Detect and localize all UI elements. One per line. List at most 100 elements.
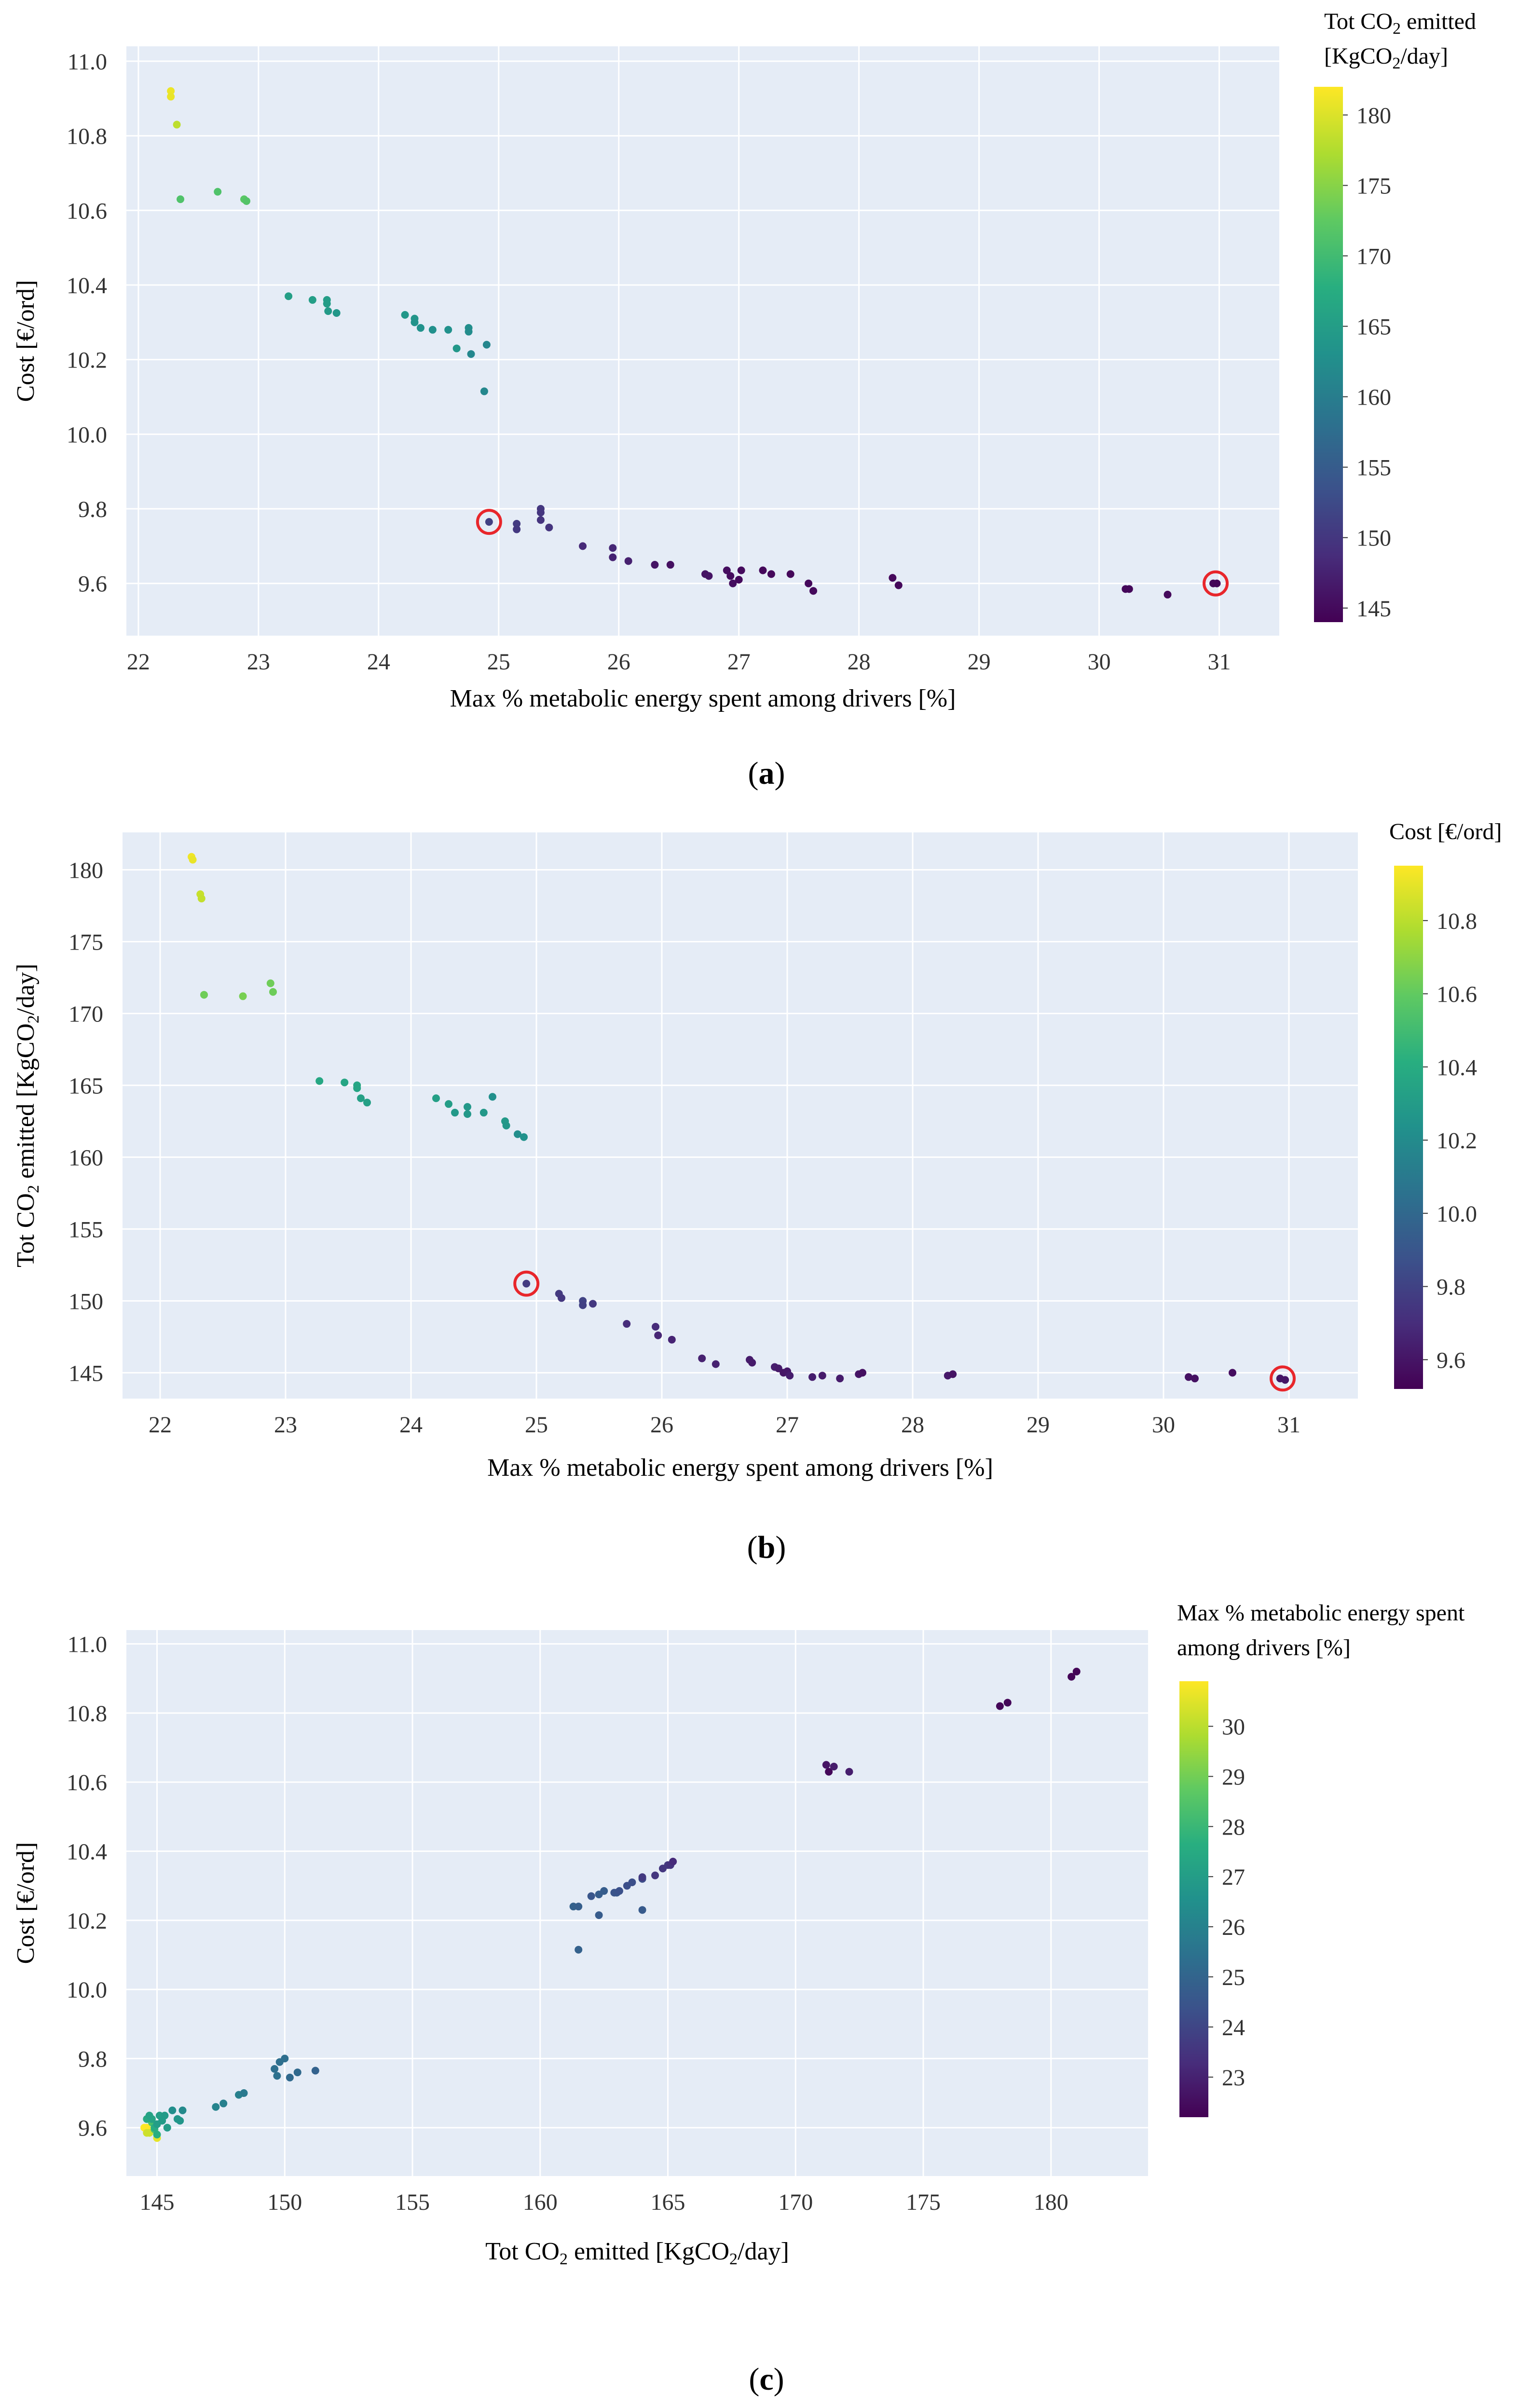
highlight-ring	[1203, 570, 1229, 597]
scatter-point	[520, 1133, 528, 1141]
scatter-point	[444, 326, 452, 334]
scatter-point	[163, 2123, 171, 2132]
colorbar-tick-label: 23	[1222, 2065, 1245, 2091]
x-tick-label: 160	[523, 2190, 558, 2215]
scatter-point	[705, 572, 713, 580]
scatter-point	[1163, 590, 1172, 599]
x-tick-label: 30	[1088, 649, 1111, 675]
scatter-point	[271, 2065, 279, 2073]
colorbar-title: Tot CO2 emitted	[1324, 9, 1476, 38]
y-tick-label: 170	[68, 1001, 103, 1027]
panel-a: 22 23 24 25 26 27 28 29 30 31 9.6 9.8 10.0 10.2 10.4 10…	[0, 0, 1533, 805]
colorbar-tick-label: 25	[1222, 1965, 1245, 1990]
y-tick-label: 9.8	[78, 2046, 107, 2072]
x-tick-label: 175	[906, 2190, 941, 2215]
x-tick-label: 22	[127, 649, 150, 675]
scatter-point	[341, 1078, 349, 1087]
colorbar-tick-label: 160	[1356, 385, 1391, 410]
scatter-point	[1072, 1667, 1081, 1675]
scatter-point	[513, 525, 521, 533]
x-tick-label: 25	[487, 649, 510, 675]
scatter-point	[1229, 1369, 1236, 1377]
x-tick-label: 165	[651, 2190, 685, 2215]
scatter-point	[759, 566, 767, 574]
scatter-point	[357, 1094, 365, 1102]
y-tick-label: 10.2	[67, 348, 107, 373]
scatter-point	[514, 1130, 521, 1138]
scatter-point	[502, 1121, 510, 1129]
scatter-point	[748, 1359, 756, 1367]
colorbar-title: [KgCO2/day]	[1324, 43, 1448, 72]
y-tick-label: 10.8	[67, 124, 107, 150]
scatter-point	[669, 1858, 677, 1866]
scatter-point	[638, 1906, 646, 1914]
scatter-point	[651, 1871, 659, 1879]
scatter-point	[479, 1109, 488, 1117]
colorbar-tick-label: 10.2	[1437, 1128, 1477, 1154]
scatter-point	[726, 572, 735, 580]
scatter-point	[145, 2111, 153, 2120]
scatter-point	[949, 1370, 957, 1378]
colorbar-tick-label: 24	[1222, 2015, 1245, 2041]
panel-caption: (b)	[747, 1530, 786, 1565]
x-tick-label: 24	[367, 649, 390, 675]
scatter-point	[428, 326, 437, 334]
y-tick-label: 175	[68, 929, 103, 955]
colorbar-tick-label: 27	[1222, 1864, 1245, 1890]
scatter-point	[219, 2099, 228, 2108]
scatter-point	[536, 516, 545, 524]
scatter-point	[774, 1364, 782, 1373]
scatter-point	[1191, 1374, 1199, 1383]
scatter-point	[489, 1093, 496, 1101]
scatter-point	[242, 197, 250, 205]
scatter-point	[153, 2131, 161, 2139]
scatter-point	[723, 566, 731, 574]
x-tick-label: 28	[848, 649, 871, 675]
colorbar-tick-label: 30	[1222, 1714, 1245, 1740]
scatter-point	[830, 1763, 838, 1770]
panel-c: 145 150 155 160 165 170 175 180 9.6 9.8 10.0 10.2 10…	[0, 1587, 1533, 2408]
colorbar-tick-label: 150	[1356, 526, 1391, 551]
scatter-point	[786, 1372, 794, 1380]
x-tick-label: 145	[140, 2190, 175, 2215]
scatter-point	[266, 979, 274, 987]
x-tick-label: 170	[778, 2190, 813, 2215]
scatter-point	[822, 1761, 830, 1769]
colorbar-tick-label: 10.8	[1437, 909, 1477, 934]
scatter-point	[161, 2111, 169, 2120]
scatter-point	[589, 1300, 597, 1308]
scatter-point	[1125, 585, 1133, 593]
colorbar-tick-label: 170	[1356, 244, 1391, 270]
highlight-ring	[513, 1270, 540, 1297]
scatter-point	[143, 2129, 151, 2137]
scatter-point	[1281, 1376, 1289, 1384]
scatter-point	[698, 1354, 706, 1362]
scatter-point	[859, 1369, 866, 1377]
scatter-point	[432, 1094, 440, 1102]
y-tick-label: 10.4	[67, 1839, 107, 1865]
scatter-point	[273, 2072, 281, 2080]
scatter-point	[836, 1374, 844, 1383]
y-tick-label: 10.4	[67, 273, 107, 299]
scatter-point	[212, 2103, 220, 2111]
scatter-point	[638, 1873, 646, 1881]
y-tick-label: 9.8	[78, 497, 107, 522]
scatter-point	[996, 1702, 1004, 1710]
scatter-chart-b: 22 23 24 25 26 27 28 29 30 31 145 150 155 160 165 170 17…	[12, 819, 1502, 1565]
x-tick-label: 23	[274, 1412, 297, 1438]
scatter-point	[465, 327, 473, 336]
colorbar-title: Cost [€/ord]	[1389, 819, 1502, 844]
scatter-point	[575, 1945, 583, 1954]
scatter-chart-a: 22 23 24 25 26 27 28 29 30 31 9.6 9.8 10.0 10.2 10.4 10…	[12, 9, 1476, 791]
y-axis-label: Cost [€/ord]	[12, 1842, 40, 1964]
scatter-point	[293, 2068, 301, 2077]
scatter-point	[416, 324, 424, 332]
scatter-point	[480, 387, 488, 395]
x-tick-label: 25	[525, 1412, 548, 1438]
x-tick-label: 29	[968, 649, 991, 675]
colorbar-tick-label: 10.4	[1437, 1055, 1477, 1080]
scatter-point	[805, 579, 813, 587]
y-tick-label: 9.6	[78, 571, 107, 597]
colorbar-tick-label: 9.8	[1437, 1275, 1465, 1300]
scatter-point	[482, 340, 491, 349]
